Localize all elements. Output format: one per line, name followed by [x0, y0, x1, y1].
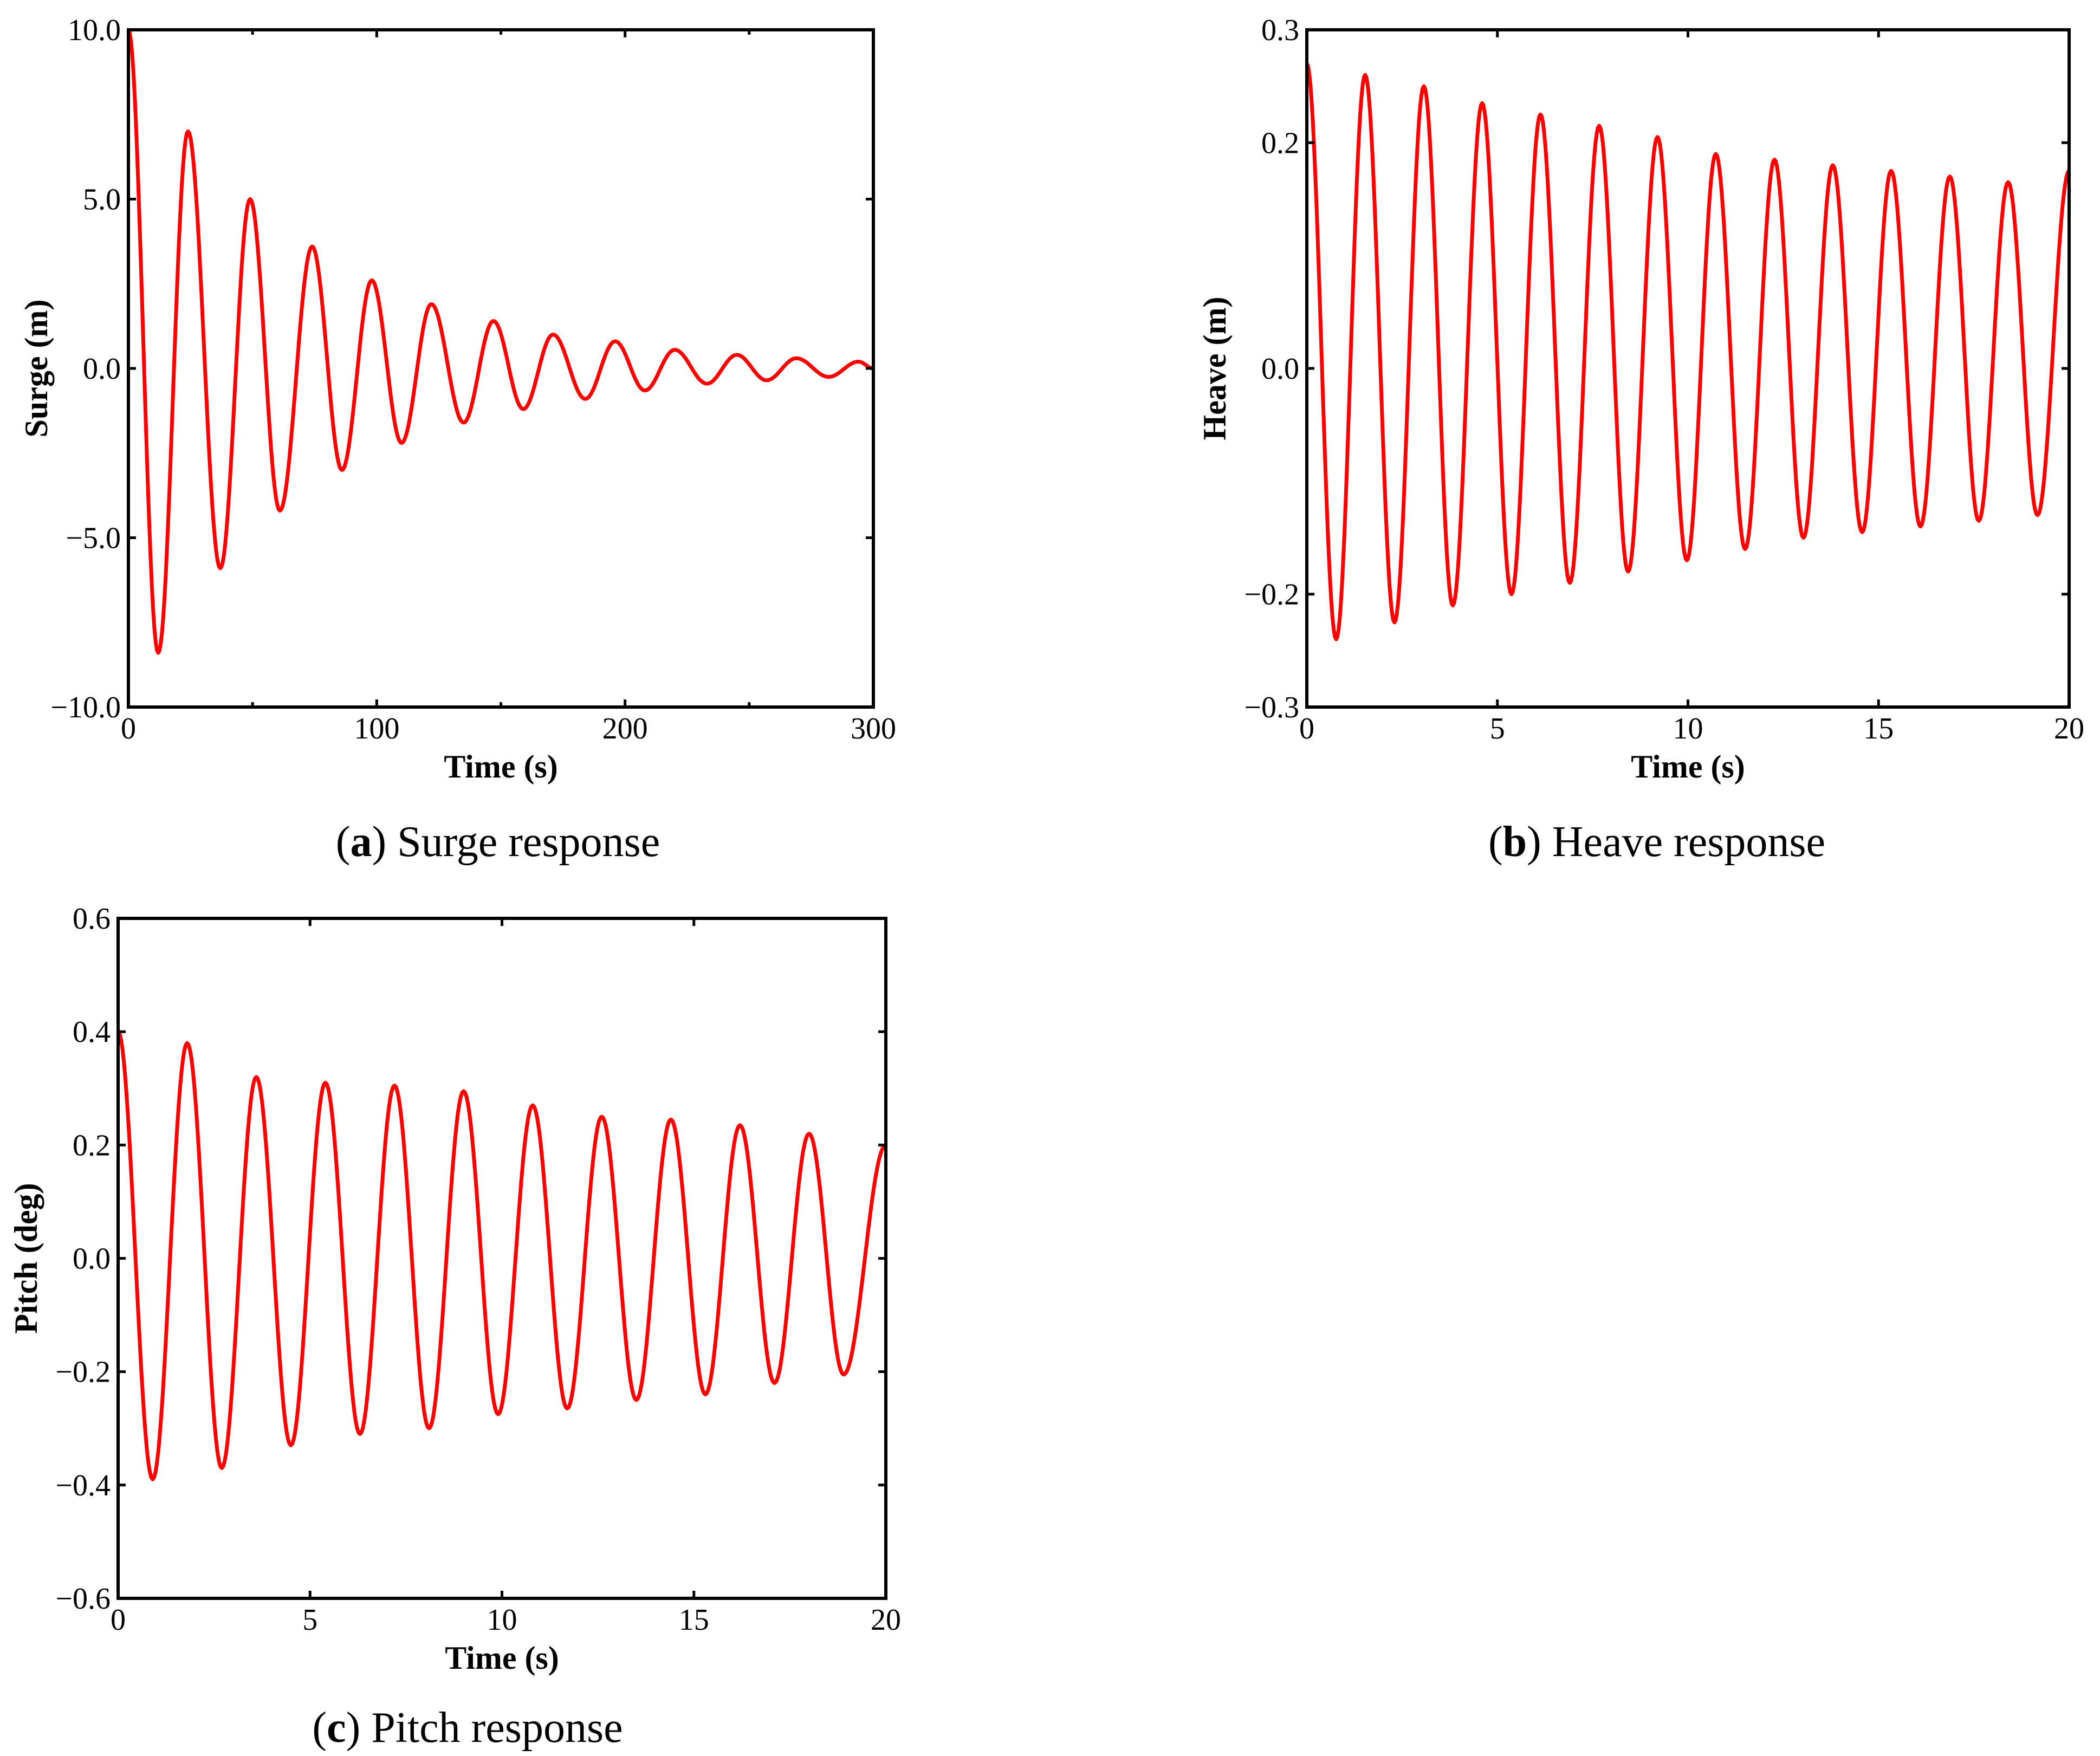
pitch-x-tick-label-10: 10 — [487, 1603, 517, 1637]
surge-y-tick-label-5-0: −5.0 — [66, 522, 121, 555]
surge-x-tick-label-300: 300 — [851, 712, 896, 746]
surge-x-tick-label-200: 200 — [602, 712, 648, 746]
surge-series-line — [128, 30, 873, 655]
pitch-y-tick-label-0-2: −0.2 — [55, 1356, 111, 1389]
surge-caption-text: Surge response — [397, 818, 660, 866]
heave-caption-text: Heave response — [1552, 818, 1825, 866]
heave-x-tick-label-0: 0 — [1299, 712, 1314, 746]
surge-y-tick-label-10-0: −10.0 — [50, 691, 121, 724]
heave-y-tick-label-0-2: 0.2 — [1261, 126, 1299, 160]
heave-x-axis-label: Time (s) — [1631, 749, 1745, 785]
heave-chart-panel: (b) Heave response 0 5 10 15 20 −0.3 −0.2 0.0 0.… — [1197, 14, 2084, 866]
pitch-x-tick-label-0: 0 — [111, 1603, 126, 1637]
surge-chart-panel: (a) Surge response 0 100 200 300 −10.0 −5.0 0.… — [18, 14, 896, 866]
pitch-y-tick-label-0-0: 0.0 — [73, 1242, 111, 1276]
heave-caption-letter: b — [1503, 818, 1527, 866]
pitch-caption-letter: c — [327, 1704, 346, 1752]
surge-x-tick-label-0: 0 — [121, 712, 136, 746]
surge-y-tick-label-5-0: 5.0 — [83, 183, 121, 217]
surge-y-tick-label-10-0: 10.0 — [68, 14, 121, 47]
pitch-y-tick-label-0-6: 0.6 — [73, 902, 111, 936]
heave-x-tick-label-20: 20 — [2054, 712, 2084, 746]
heave-series-line — [1307, 62, 2069, 642]
pitch-caption: (c) Pitch response — [312, 1704, 623, 1752]
heave-y-tick-label-0-2: −0.2 — [1244, 578, 1299, 612]
pitch-y-tick-label-0-4: −0.4 — [55, 1469, 111, 1502]
pitch-x-axis-label: Time (s) — [445, 1640, 559, 1676]
heave-y-tick-label-0-0: 0.0 — [1261, 352, 1299, 386]
pitch-x-tick-label-5: 5 — [302, 1603, 317, 1637]
pitch-y-tick-label-0-6: −0.6 — [55, 1582, 111, 1616]
surge-caption: (a) Surge response — [336, 818, 660, 866]
pitch-x-tick-label-15: 15 — [679, 1603, 709, 1637]
pitch-chart-panel: (c) Pitch response 0 5 10 15 20 −0.6 −0.4 −0.2 0… — [8, 902, 901, 1752]
heave-x-tick-label-10: 10 — [1673, 712, 1703, 746]
pitch-x-tick-label-20: 20 — [871, 1603, 901, 1637]
surge-y-tick-label-0-0: 0.0 — [83, 352, 121, 386]
pitch-y-axis-label: Pitch (deg) — [8, 1183, 44, 1333]
surge-caption-letter: a — [350, 818, 372, 866]
heave-x-tick-label-15: 15 — [1863, 712, 1894, 746]
surge-y-axis-label: Surge (m) — [18, 300, 54, 438]
surge-x-tick-label-100: 100 — [354, 712, 399, 746]
heave-y-axis-label: Heave (m) — [1197, 297, 1233, 440]
surge-x-axis-label: Time (s) — [444, 749, 558, 785]
pitch-y-tick-label-0-4: 0.4 — [73, 1015, 111, 1049]
pitch-series-line — [118, 1029, 886, 1481]
heave-y-tick-label-0-3: −0.3 — [1244, 691, 1299, 724]
heave-caption: (b) Heave response — [1488, 818, 1825, 866]
heave-x-tick-label-5: 5 — [1490, 712, 1505, 746]
pitch-caption-text: Pitch response — [371, 1704, 623, 1752]
pitch-y-tick-label-0-2: 0.2 — [73, 1129, 111, 1162]
heave-y-tick-label-0-3: 0.3 — [1261, 14, 1299, 47]
